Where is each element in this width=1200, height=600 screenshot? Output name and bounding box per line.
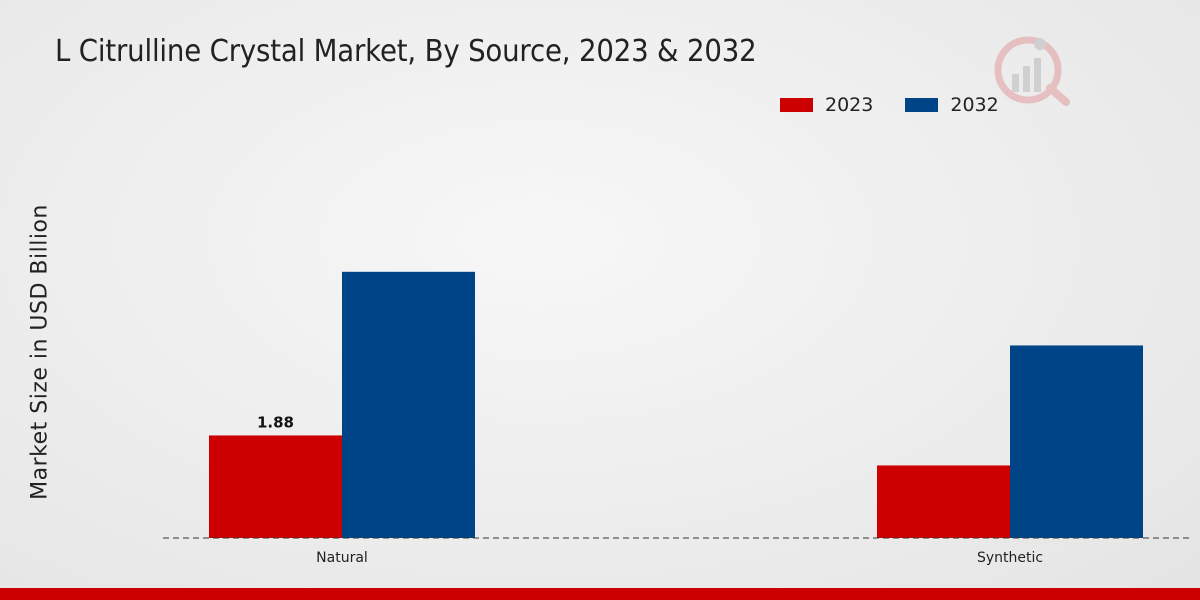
x-tick-label-natural: Natural [316,550,368,566]
watermark-logo-icon [994,36,1070,106]
bar-synthetic-2023 [877,465,1010,538]
data-label-natural-2023: 1.88 [257,413,294,431]
chart-title: L Citrulline Crystal Market, By Source, … [55,34,757,69]
legend-item-2032: 2032 [905,94,999,116]
x-tick-label-synthetic: Synthetic [977,550,1043,566]
legend-swatch-2032 [905,98,939,112]
bar-natural-2023 [209,435,342,538]
chart-legend: 2023 2032 [780,94,1031,116]
legend-label-2023: 2023 [825,94,874,116]
legend-item-2023: 2023 [780,94,873,116]
bar-synthetic-2032 [1010,345,1143,538]
legend-swatch-2023 [780,98,813,112]
legend-label-2032: 2032 [950,94,999,116]
bar-natural-2032 [342,271,475,538]
bottom-accent-bar [0,588,1200,600]
